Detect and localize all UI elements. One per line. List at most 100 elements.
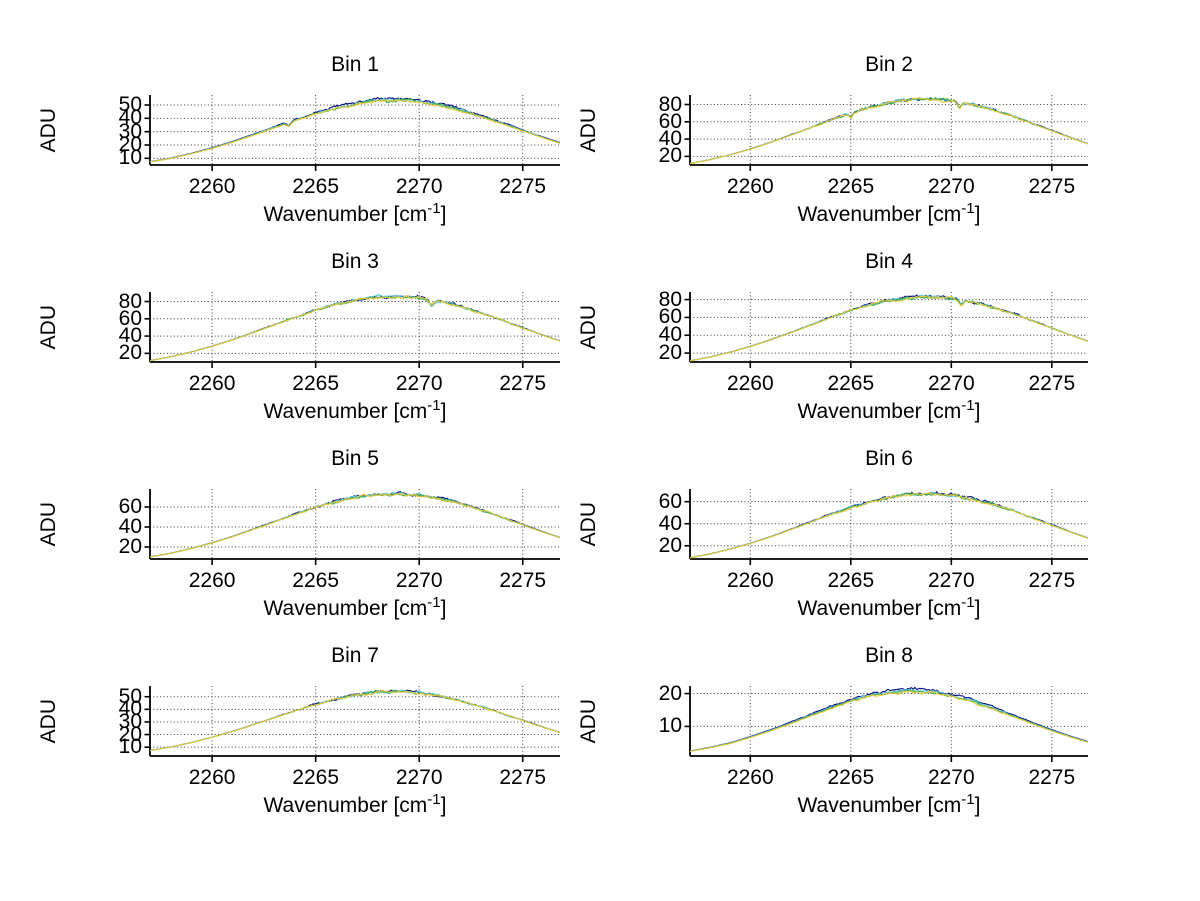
- y-tick-label: 30: [118, 119, 142, 143]
- y-tick-label: 20: [118, 535, 142, 558]
- x-tick-label: 2260: [188, 569, 236, 592]
- x-axis-label-bracket: ]: [974, 400, 981, 423]
- plot-area: [684, 292, 1089, 368]
- x-tick-label: 2260: [188, 766, 236, 789]
- y-tick-label: 20: [658, 533, 682, 557]
- y-axis-label-text: ADU: [577, 501, 600, 547]
- curve-trace-yellow: [149, 99, 561, 163]
- y-tick-label: 20: [658, 144, 682, 168]
- y-tick-label: 30: [118, 709, 142, 733]
- plot-area: [144, 489, 561, 565]
- x-axis-label-text: Wavenumber [cm: [263, 400, 428, 423]
- x-axis-label-bracket: ]: [974, 203, 981, 226]
- curve-trace-cyan: [149, 97, 561, 163]
- curve-trace-green: [689, 295, 1089, 362]
- x-axis-label-exponent: -1: [961, 791, 975, 808]
- x-tick-labels: 2260 2265 2270 2275: [142, 372, 562, 396]
- y-axis-label: ADU: [35, 292, 63, 362]
- subplot-title: Bin 1: [331, 53, 379, 76]
- plot-area: [684, 95, 1089, 171]
- y-tick-label: 80: [658, 287, 682, 311]
- subplot-title: Bin 3: [331, 250, 379, 273]
- x-tick-label: 2270: [927, 766, 975, 789]
- x-tick-labels: 2260 2265 2270 2275: [682, 569, 1090, 593]
- curve-trace-yellow: [689, 690, 1089, 752]
- y-tick-labels: 20 40 60: [75, 489, 142, 559]
- x-axis-label-bracket: ]: [440, 794, 447, 817]
- y-tick-label: 40: [658, 511, 682, 535]
- y-tick-labels: 20 40 60 80: [75, 290, 142, 364]
- y-tick-label: 40: [118, 697, 142, 721]
- x-tick-label: 2260: [188, 372, 236, 395]
- x-tick-label: 2270: [927, 175, 975, 198]
- curve-trace-yellow: [689, 295, 1089, 362]
- x-tick-label: 2275: [1028, 372, 1076, 395]
- x-tick-label: 2265: [292, 372, 340, 395]
- x-axis-label-exponent: -1: [961, 594, 975, 611]
- y-axis-label-text: ADU: [37, 107, 60, 153]
- curve-trace-cyan: [149, 293, 561, 362]
- x-tick-label: 2275: [1028, 175, 1076, 198]
- x-tick-label: 2265: [292, 766, 340, 789]
- y-tick-label: 40: [118, 515, 142, 538]
- x-axis-label-exponent: -1: [427, 594, 441, 611]
- curve-trace-yellow: [149, 492, 561, 558]
- plot-area: [144, 686, 561, 762]
- x-tick-label: 2270: [395, 175, 443, 198]
- y-tick-labels: 20 40 60 80: [615, 287, 682, 365]
- y-axis-label-text: ADU: [37, 698, 60, 744]
- x-tick-label: 2265: [827, 175, 875, 198]
- x-tick-label: 2260: [726, 766, 774, 789]
- x-tick-labels: 2260 2265 2270 2275: [682, 175, 1090, 199]
- y-tick-label: 20: [658, 681, 682, 705]
- x-tick-label: 2275: [499, 372, 547, 395]
- curve-trace-blue: [689, 97, 1089, 165]
- x-tick-label: 2265: [292, 175, 340, 198]
- curve-trace-yellow: [149, 689, 561, 752]
- y-axis-label: ADU: [575, 686, 603, 756]
- plot-area: [144, 95, 561, 171]
- y-axis-label-text: ADU: [37, 304, 60, 350]
- subplot-title: Bin 5: [331, 447, 379, 470]
- y-tick-label: 60: [118, 306, 142, 330]
- x-axis-label-text: Wavenumber [cm: [263, 597, 428, 620]
- x-axis-label-bracket: ]: [440, 203, 447, 226]
- x-axis-label-exponent: -1: [427, 397, 441, 414]
- x-tick-label: 2260: [726, 372, 774, 395]
- x-tick-label: 2260: [726, 569, 774, 592]
- y-tick-label: 40: [658, 127, 682, 151]
- x-tick-labels: 2260 2265 2270 2275: [682, 766, 1090, 790]
- curve-trace-green: [149, 493, 561, 558]
- curve-trace-green: [149, 98, 561, 163]
- y-tick-label: 20: [118, 133, 142, 156]
- curve-trace-blue: [149, 294, 561, 362]
- x-tick-label: 2265: [292, 569, 340, 592]
- x-tick-label: 2270: [395, 372, 443, 395]
- x-tick-label: 2275: [499, 569, 547, 592]
- x-axis-label-text: Wavenumber [cm: [263, 794, 428, 817]
- subplot-bin-5: Bin 5 ADU 20 40 60 2260 2265 2270 2275 Wavenu…: [35, 444, 570, 630]
- x-tick-label: 2275: [1028, 766, 1076, 789]
- y-tick-label: 60: [658, 109, 682, 133]
- y-tick-labels: 20 40 60: [615, 489, 682, 559]
- x-axis-label-exponent: -1: [427, 200, 441, 217]
- x-tick-label: 2260: [726, 175, 774, 198]
- y-axis-label: ADU: [35, 489, 63, 559]
- x-tick-label: 2270: [395, 569, 443, 592]
- x-tick-labels: 2260 2265 2270 2275: [142, 175, 562, 199]
- y-tick-label: 20: [658, 341, 682, 365]
- x-tick-label: 2270: [927, 569, 975, 592]
- x-axis-label-text: Wavenumber [cm: [797, 203, 962, 226]
- y-axis-label-text: ADU: [577, 698, 600, 744]
- x-axis-label: Wavenumber [cm-1]: [690, 201, 1088, 232]
- x-tick-label: 2275: [499, 175, 547, 198]
- x-axis-label: Wavenumber [cm-1]: [150, 594, 560, 626]
- x-axis-label: Wavenumber [cm-1]: [690, 398, 1088, 429]
- x-tick-label: 2260: [188, 175, 236, 198]
- subplot-title: Bin 8: [865, 644, 913, 667]
- subplot-bin-6: Bin 6 ADU 20 40 60 2260 2265 2270 2275 Wavenu…: [575, 444, 1110, 630]
- x-tick-label: 2265: [827, 569, 875, 592]
- y-axis-label-text: ADU: [577, 304, 600, 350]
- subplot-title: Bin 6: [865, 447, 913, 470]
- x-axis-label-text: Wavenumber [cm: [797, 794, 962, 817]
